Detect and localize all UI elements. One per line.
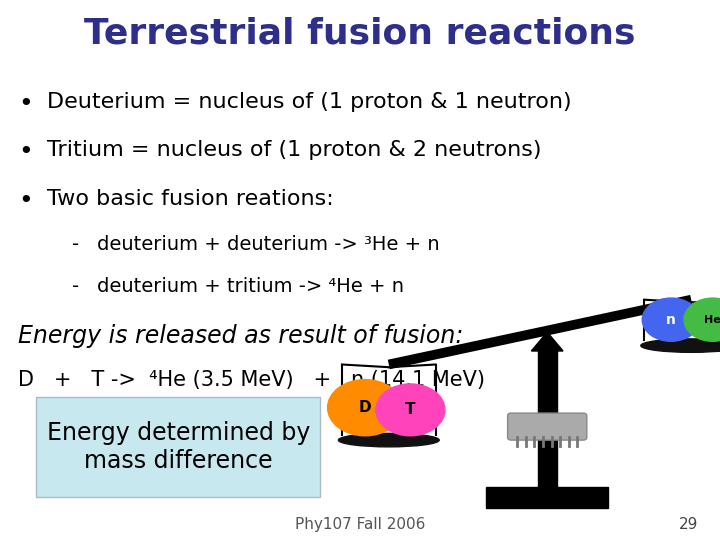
Text: Energy is released as result of fusion:: Energy is released as result of fusion: [18, 324, 464, 348]
Text: Phy107 Fall 2006: Phy107 Fall 2006 [294, 517, 426, 532]
Circle shape [642, 298, 700, 341]
Text: -: - [72, 277, 79, 296]
Text: Two basic fusion reations:: Two basic fusion reations: [47, 189, 333, 209]
Circle shape [376, 384, 445, 436]
Text: D   +   T ->  ⁴He (3.5 MeV)   +   n (14.1 MeV): D + T -> ⁴He (3.5 MeV) + n (14.1 MeV) [18, 370, 485, 390]
FancyBboxPatch shape [486, 487, 608, 508]
Text: Terrestrial fusion reactions: Terrestrial fusion reactions [84, 16, 636, 50]
Text: Tritium = nucleus of (1 proton & 2 neutrons): Tritium = nucleus of (1 proton & 2 neutr… [47, 140, 541, 160]
Text: deuterium + tritium -> ⁴He + n: deuterium + tritium -> ⁴He + n [97, 277, 404, 296]
Text: •: • [18, 92, 32, 116]
Text: •: • [18, 140, 32, 164]
Text: Energy determined by
mass difference: Energy determined by mass difference [47, 421, 310, 472]
Text: -: - [72, 235, 79, 254]
Text: He: He [704, 315, 720, 325]
Circle shape [328, 380, 402, 436]
Text: •: • [18, 189, 32, 213]
FancyBboxPatch shape [508, 413, 587, 440]
Polygon shape [531, 332, 563, 351]
Text: T: T [405, 402, 415, 417]
Ellipse shape [338, 433, 439, 447]
FancyBboxPatch shape [36, 397, 320, 497]
Text: Deuterium = nucleus of (1 proton & 1 neutron): Deuterium = nucleus of (1 proton & 1 neu… [47, 92, 572, 112]
Text: D: D [359, 400, 372, 415]
Bar [538, 346, 557, 487]
Text: n: n [666, 313, 676, 327]
Text: 29: 29 [679, 517, 698, 532]
Ellipse shape [641, 339, 720, 352]
Circle shape [684, 298, 720, 341]
Text: deuterium + deuterium -> ³He + n: deuterium + deuterium -> ³He + n [97, 235, 440, 254]
